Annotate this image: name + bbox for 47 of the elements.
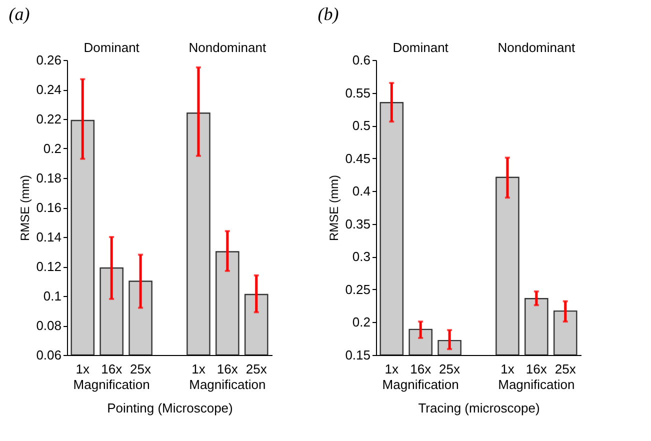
x-axis-title: Pointing (Microscope) <box>107 400 233 416</box>
text: Nondominant <box>498 40 576 55</box>
chart-title: (a) <box>8 4 30 24</box>
y-tick-label: 0.24 <box>36 82 62 97</box>
y-tick-label: 0.55 <box>345 85 370 100</box>
x-tick-label: 25x <box>130 362 152 376</box>
x-tick-label: 25x <box>246 362 268 376</box>
text: Magnification <box>189 377 266 392</box>
y-tick-label: 0.2 <box>352 314 370 330</box>
x-tick-label: 25x <box>439 362 461 376</box>
y-tick-label: 0.25 <box>345 282 370 297</box>
x-tick-label: 1x <box>500 362 515 376</box>
y-tick-label: 0.22 <box>36 112 62 126</box>
text: Dominant <box>84 40 140 55</box>
x-tick-label: 16x <box>101 362 123 376</box>
y-tick-label: 0.1 <box>43 288 62 304</box>
x-tick-label: 25x <box>554 362 576 376</box>
x-tick-label: 16x <box>410 362 432 376</box>
text: Magnification <box>498 377 575 392</box>
x-tick-label: 16x <box>526 362 548 376</box>
y-tick-label: 0.14 <box>36 230 62 244</box>
text: Dominant <box>392 40 449 55</box>
y-tick-label: 0.08 <box>36 318 62 333</box>
text: Magnification <box>382 377 459 392</box>
x-tick-label: 1x <box>384 362 399 376</box>
y-tick-label: 0.5 <box>352 118 370 134</box>
text: Magnification <box>73 377 150 392</box>
text: Nondominant <box>188 40 266 55</box>
y-tick-label: 0.16 <box>36 200 62 215</box>
chart-title: (b) <box>318 4 339 24</box>
y-tick-label: 0.35 <box>345 216 370 232</box>
y-tick-label: 0.18 <box>36 170 62 186</box>
y-axis-title: RMSE (mm) <box>18 175 32 241</box>
x-tick-label: 16x <box>216 362 238 376</box>
y-tick-label: 0.12 <box>36 259 62 274</box>
x-axis-title: Tracing (microscope) <box>418 400 540 416</box>
y-tick-label: 0.45 <box>345 150 370 166</box>
y-tick-label: 0.2 <box>43 141 62 156</box>
y-tick-label: 0.26 <box>36 52 62 68</box>
y-tick-label: 0.3 <box>352 249 370 264</box>
x-tick-label: 1x <box>76 362 90 376</box>
y-tick-label: 0.4 <box>352 184 370 199</box>
y-tick-label: 0.15 <box>345 348 370 362</box>
x-tick-label: 1x <box>192 362 206 376</box>
y-tick-label: 0.6 <box>352 52 370 68</box>
y-tick-label: 0.06 <box>36 348 62 362</box>
y-axis-title: RMSE (mm) <box>327 175 342 241</box>
